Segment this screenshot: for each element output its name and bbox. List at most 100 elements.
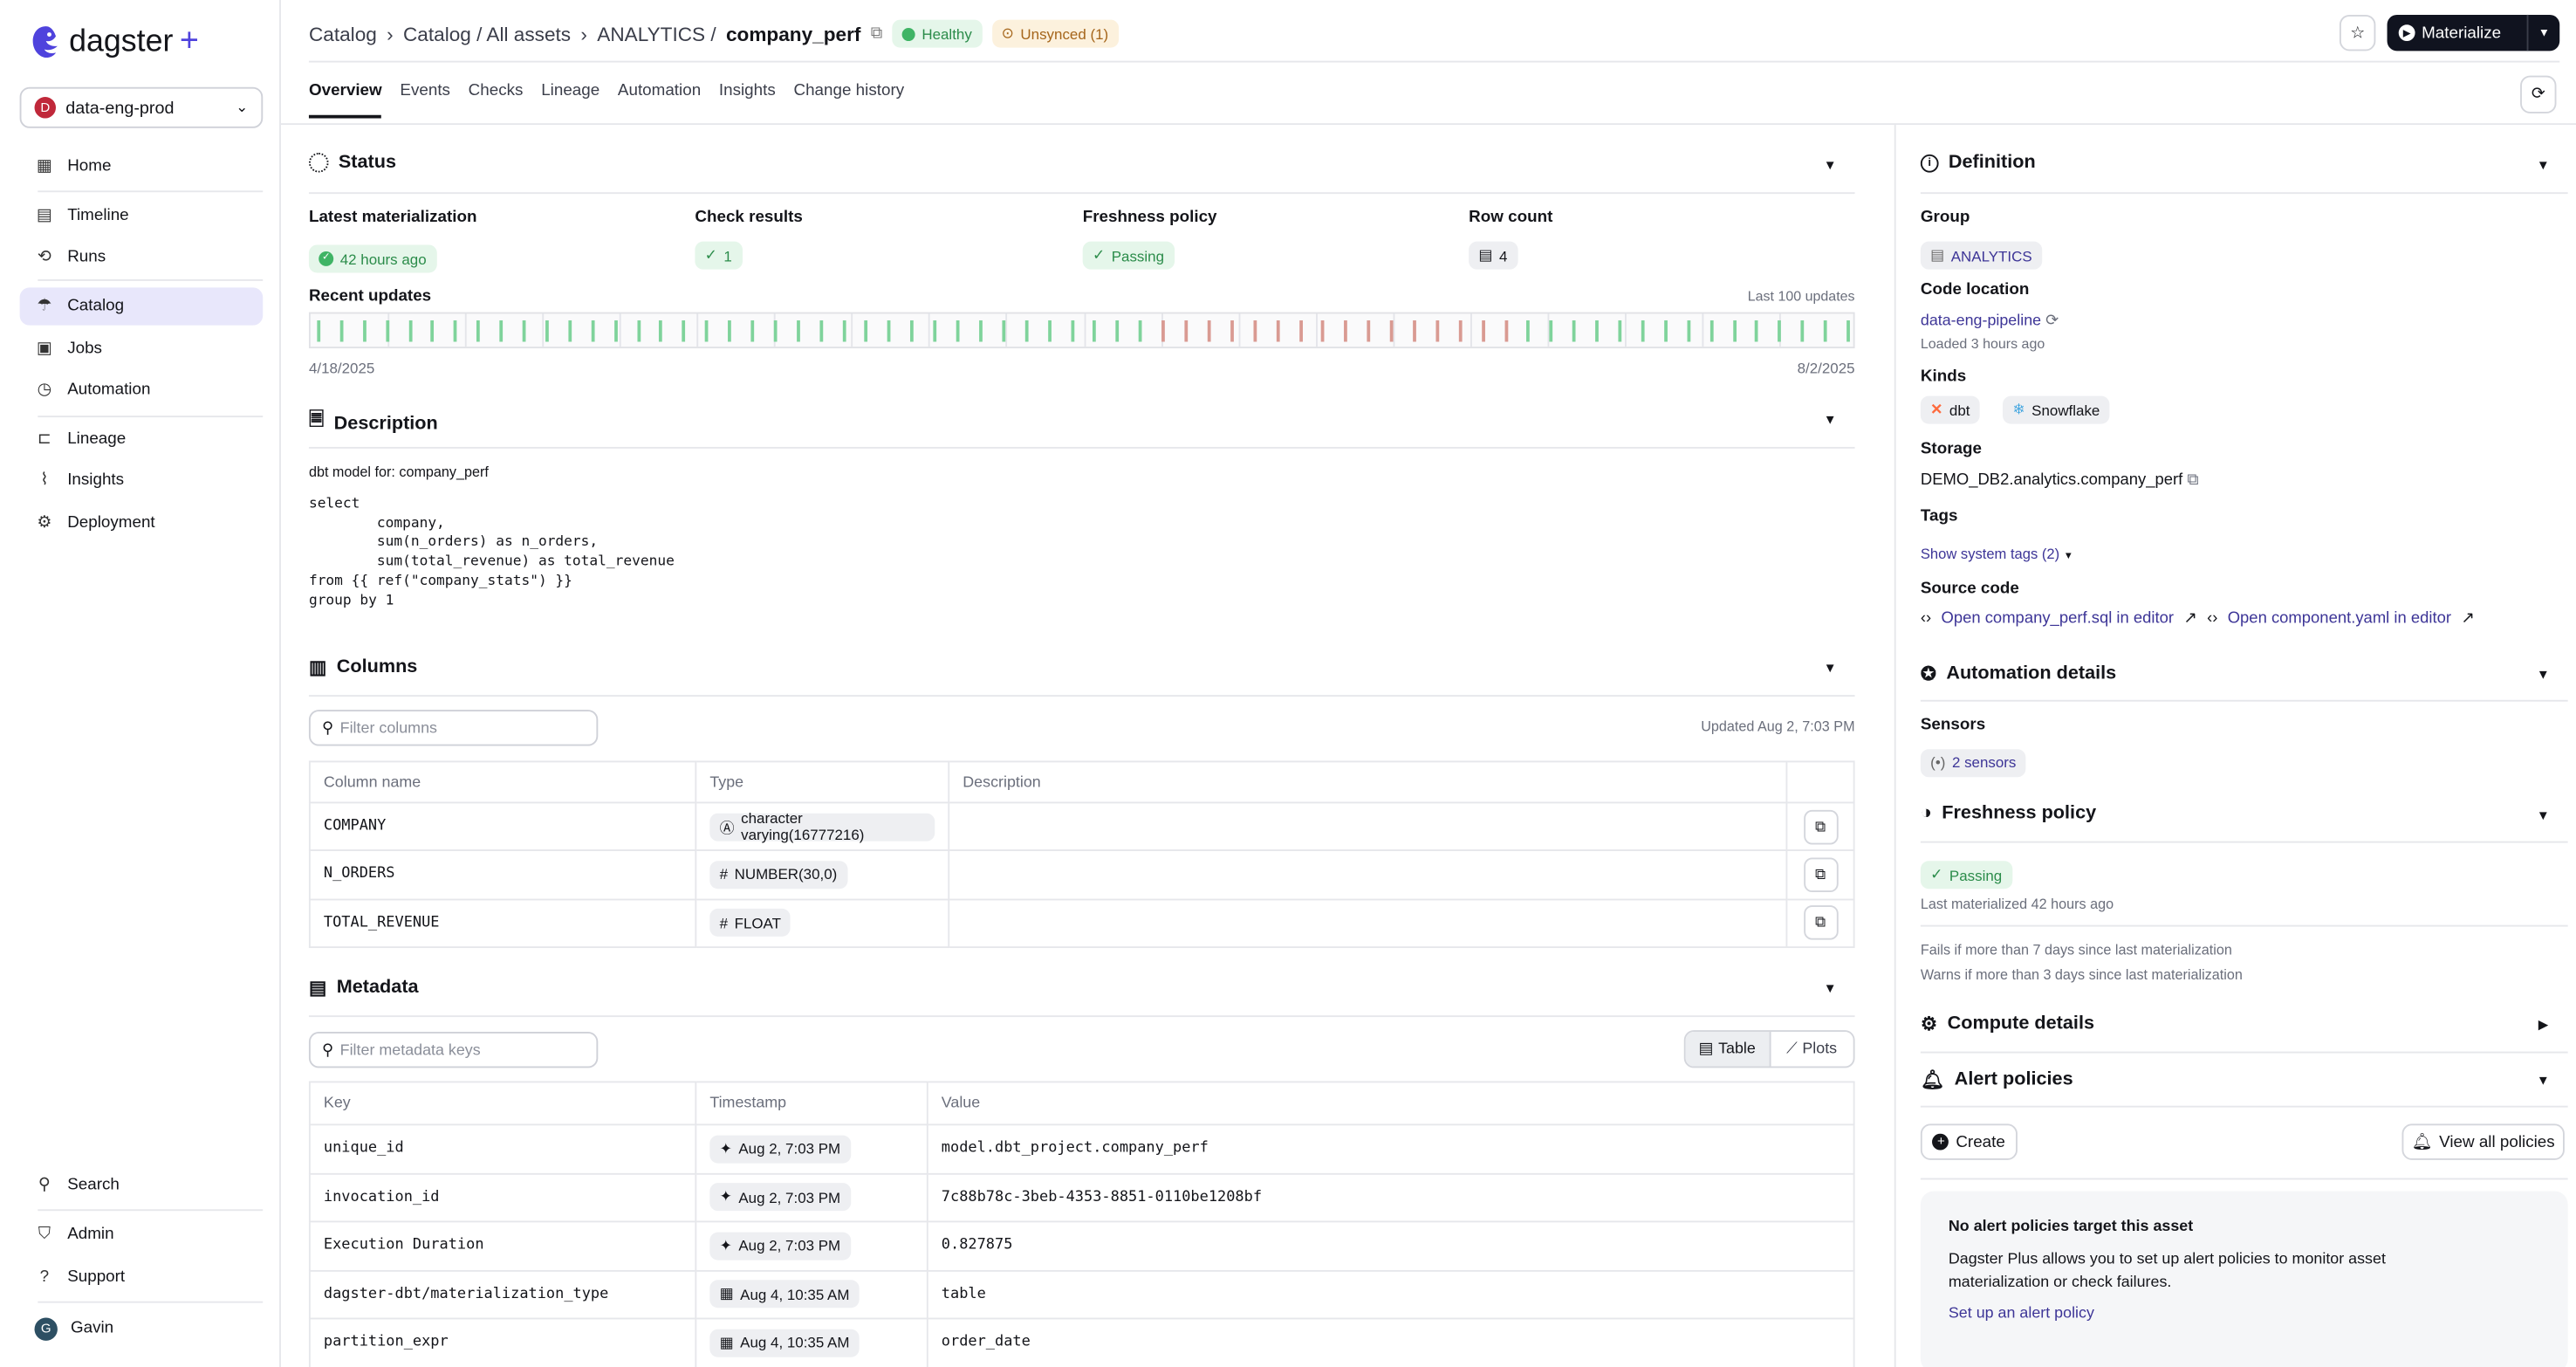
update-success-tick[interactable] <box>1139 320 1142 342</box>
sync-badge[interactable]: ⊙ Unsynced (1) <box>991 19 1119 48</box>
update-success-tick[interactable] <box>591 320 595 342</box>
external-link-icon[interactable]: ↗ <box>2461 609 2475 629</box>
open-yaml-link[interactable]: Open component.yaml in editor <box>2227 609 2452 629</box>
update-success-tick[interactable] <box>659 320 663 342</box>
update-success-tick[interactable] <box>1778 320 1782 342</box>
sidebar-item-catalog[interactable]: ☂ Catalog <box>19 287 264 326</box>
breadcrumb-catalog[interactable]: Catalog <box>308 22 377 45</box>
update-success-tick[interactable] <box>1823 320 1827 342</box>
update-success-tick[interactable] <box>1572 320 1576 342</box>
tab-checks[interactable]: Checks <box>468 82 524 100</box>
caret-down-icon[interactable]: ▼ <box>1823 980 1837 996</box>
update-failure-tick[interactable] <box>1276 320 1279 342</box>
update-success-tick[interactable] <box>1115 320 1120 342</box>
update-failure-tick[interactable] <box>1321 320 1326 342</box>
deployment-selector[interactable]: D data-eng-prod ⌄ <box>19 86 264 128</box>
tab-insights[interactable]: Insights <box>718 82 776 100</box>
open-sql-link[interactable]: Open company_perf.sql in editor <box>1941 609 2175 629</box>
column-lineage-button[interactable]: ⧉ <box>1803 808 1838 844</box>
update-success-tick[interactable] <box>476 320 481 342</box>
sidebar-item-runs[interactable]: ⟲ Runs <box>20 238 264 276</box>
freshness-policy-header[interactable]: ◑ Freshness policy <box>1921 803 2096 823</box>
update-success-tick[interactable] <box>1093 320 1097 342</box>
update-success-tick[interactable] <box>910 320 915 342</box>
update-success-tick[interactable] <box>705 320 709 342</box>
update-success-tick[interactable] <box>933 320 937 342</box>
update-success-tick[interactable] <box>636 320 641 342</box>
update-success-tick[interactable] <box>545 320 549 342</box>
dagster-logo[interactable]: dagster + <box>30 23 199 60</box>
tab-overview[interactable]: Overview <box>308 82 382 119</box>
filter-metadata-field[interactable] <box>339 1041 571 1060</box>
user-menu[interactable]: G Gavin <box>20 1309 264 1347</box>
update-success-tick[interactable] <box>613 320 618 342</box>
caret-down-icon[interactable]: ▼ <box>1823 412 1837 428</box>
setup-alert-policy-link[interactable]: Set up an alert policy <box>1948 1304 2094 1323</box>
update-success-tick[interactable] <box>1755 320 1759 342</box>
column-lineage-button[interactable]: ⧉ <box>1803 905 1838 941</box>
update-success-tick[interactable] <box>819 320 823 342</box>
update-success-tick[interactable] <box>568 320 572 342</box>
automation-details-header[interactable]: ✪ Automation details <box>1921 663 2116 684</box>
update-success-tick[interactable] <box>385 320 389 342</box>
copy-icon[interactable]: ⧉ <box>2187 471 2199 490</box>
update-success-tick[interactable] <box>887 320 892 342</box>
update-success-tick[interactable] <box>1618 320 1622 342</box>
update-success-tick[interactable] <box>750 320 755 342</box>
caret-down-icon[interactable]: ▼ <box>2536 667 2550 683</box>
update-success-tick[interactable] <box>522 320 526 342</box>
update-success-tick[interactable] <box>1846 320 1850 342</box>
update-success-tick[interactable] <box>1526 320 1531 342</box>
sidebar-item-jobs[interactable]: ▣ Jobs <box>20 330 264 368</box>
view-plots-button[interactable]: ⟋ Plots <box>1771 1032 1853 1067</box>
breadcrumb-all-assets[interactable]: Catalog / All assets <box>402 22 572 45</box>
alert-policies-header[interactable]: 🔔︎ Alert policies <box>1921 1068 2073 1090</box>
caret-down-icon[interactable]: ▼ <box>1823 157 1837 173</box>
update-failure-tick[interactable] <box>1298 320 1303 342</box>
update-success-tick[interactable] <box>842 320 846 342</box>
sidebar-item-timeline[interactable]: ▤ Timeline <box>20 197 264 235</box>
update-failure-tick[interactable] <box>1161 320 1166 342</box>
update-success-tick[interactable] <box>1024 320 1029 342</box>
sidebar-item-automation[interactable]: ◷ Automation <box>20 371 264 409</box>
code-location-link[interactable]: data-eng-pipeline ⟳ <box>1921 313 2059 331</box>
column-lineage-button[interactable]: ⧉ <box>1803 857 1838 892</box>
update-success-tick[interactable] <box>499 320 504 342</box>
update-failure-tick[interactable] <box>1389 320 1394 342</box>
group-badge[interactable]: ▤ ANALYTICS <box>1920 241 2042 270</box>
kind-badge-snowflake[interactable]: ❄ Snowflake <box>2003 395 2110 424</box>
caret-down-icon[interactable]: ▼ <box>2536 1073 2550 1089</box>
update-success-tick[interactable] <box>1687 320 1690 342</box>
filter-metadata-input[interactable]: ⚲ <box>308 1032 599 1068</box>
update-success-tick[interactable] <box>431 320 435 342</box>
update-success-tick[interactable] <box>1070 320 1074 342</box>
show-system-tags-button[interactable]: Show system tags (2) ▼ <box>1921 546 2073 562</box>
refresh-button[interactable]: ⟳ <box>2520 75 2557 113</box>
update-failure-tick[interactable] <box>1230 320 1234 342</box>
metadata-timestamp-badge[interactable]: ✦ Aug 2, 7:03 PM <box>709 1183 851 1212</box>
update-success-tick[interactable] <box>956 320 960 342</box>
update-failure-tick[interactable] <box>1481 320 1485 342</box>
compute-details-header[interactable]: ⚙ Compute details <box>1921 1012 2094 1034</box>
breadcrumb-group[interactable]: ANALYTICS / <box>597 22 716 45</box>
update-failure-tick[interactable] <box>1435 320 1440 342</box>
copy-icon[interactable]: ⧉ <box>870 24 883 43</box>
metadata-timestamp-badge[interactable]: ✦ Aug 2, 7:03 PM <box>709 1232 851 1261</box>
update-failure-tick[interactable] <box>1207 320 1211 342</box>
latest-materialization-badge[interactable]: ✓ 42 hours ago <box>308 244 436 273</box>
update-success-tick[interactable] <box>454 320 458 342</box>
update-success-tick[interactable] <box>1732 320 1737 342</box>
check-results-badge[interactable]: ✓ 1 <box>695 241 743 270</box>
update-success-tick[interactable] <box>1800 320 1805 342</box>
update-success-tick[interactable] <box>979 320 983 342</box>
sidebar-item-search[interactable]: ⚲ Search <box>20 1166 264 1204</box>
sensors-badge[interactable]: (•) 2 sensors <box>1920 748 2026 777</box>
update-success-tick[interactable] <box>1641 320 1645 342</box>
external-link-icon[interactable]: ↗ <box>2183 609 2197 629</box>
update-failure-tick[interactable] <box>1504 320 1508 342</box>
update-success-tick[interactable] <box>1595 320 1600 342</box>
tab-lineage[interactable]: Lineage <box>541 82 600 100</box>
tab-change-history[interactable]: Change history <box>793 82 905 100</box>
update-failure-tick[interactable] <box>1413 320 1416 342</box>
update-success-tick[interactable] <box>339 320 344 342</box>
